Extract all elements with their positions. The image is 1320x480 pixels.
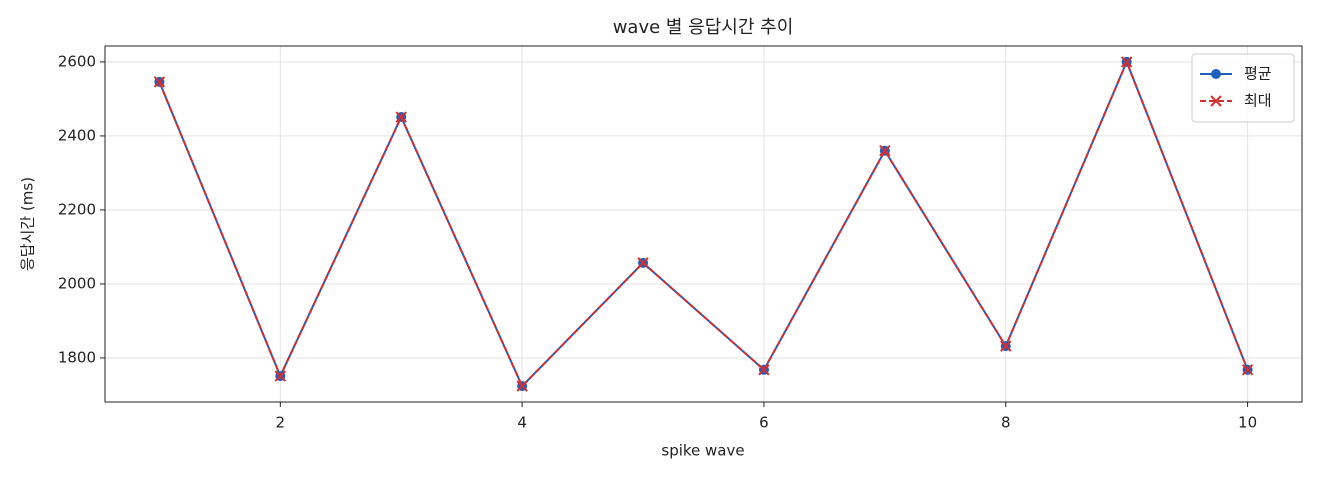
series-line (158, 59, 1249, 388)
x-tick-label: 2 (276, 414, 286, 432)
marker (758, 364, 770, 376)
marker (274, 370, 287, 382)
legend-box (1191, 53, 1295, 123)
plot-frame (104, 45, 1303, 403)
marker (395, 111, 407, 123)
legend-marker (1211, 69, 1221, 79)
x-tick-label: 10 (1238, 414, 1257, 432)
x-tick-label: 6 (759, 414, 769, 432)
marker (879, 145, 891, 157)
marker (1000, 340, 1012, 352)
marker (1120, 56, 1133, 68)
y-axis-label: 응답시간 (ms) (19, 177, 37, 271)
legend-label: 최대 (1244, 92, 1272, 110)
x-axis-label: spike wave (661, 442, 744, 460)
marker (1241, 364, 1254, 376)
legend-marker (1210, 95, 1222, 107)
chart-title: wave 별 응답시간 추이 (613, 17, 794, 38)
y-tick-label: 2600 (58, 52, 96, 70)
marker (516, 380, 528, 392)
y-tick-label: 2200 (58, 200, 96, 218)
x-tick-label: 8 (1001, 414, 1011, 432)
marker (637, 257, 649, 269)
legend-label: 평균 (1244, 65, 1272, 83)
y-tick-label: 2400 (58, 126, 96, 144)
y-tick-label: 1800 (58, 348, 96, 366)
y-tick-label: 2000 (58, 274, 96, 292)
x-tick-label: 4 (517, 414, 527, 432)
marker (153, 76, 166, 88)
series-line (158, 59, 1249, 388)
